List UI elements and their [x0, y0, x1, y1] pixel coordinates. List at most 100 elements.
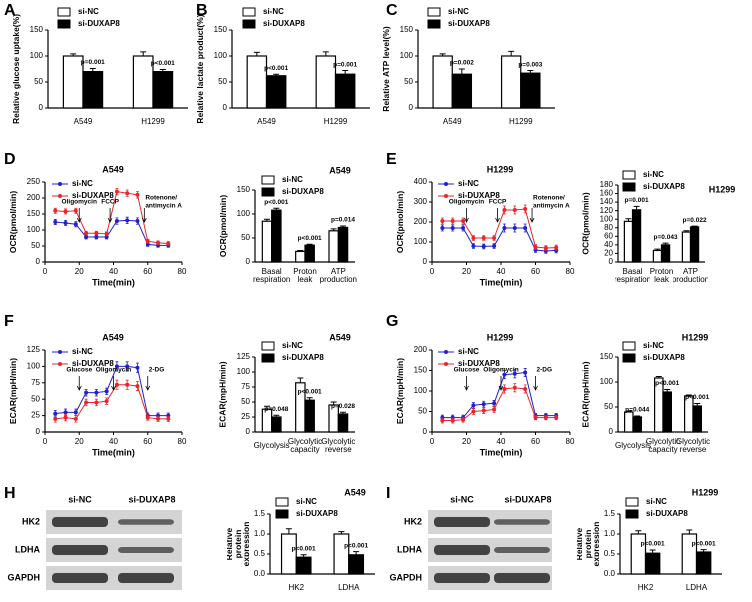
bar [337, 226, 349, 263]
annotation-arrow [111, 376, 116, 391]
x-tick-label: 40 [497, 267, 506, 276]
y-axis-label: OCR(pmol/min) [217, 194, 228, 258]
p-value: p<0.001 [292, 546, 316, 553]
error-bar [625, 218, 632, 222]
point [512, 385, 517, 390]
y-axis-label-box: ECAR(mpH/min) [581, 361, 591, 427]
error-bar [89, 67, 96, 72]
bar [333, 533, 350, 575]
point [450, 415, 455, 420]
y-axis-label: Relative lactate product(%) [194, 14, 205, 124]
row-label: HK2 [404, 516, 422, 526]
row-label: HK2 [22, 516, 40, 526]
blot-band [118, 547, 174, 553]
x-tick-label-box: Glycolytic reverse [676, 437, 710, 454]
x-tick-label: 20 [462, 437, 471, 446]
y-axis-label: ECAR(mpH/min) [394, 357, 405, 425]
annotation-arrow [145, 376, 151, 391]
annotation: Rotenone/ [533, 195, 565, 202]
y-axis-label-box: Relative lactate product(%) [194, 14, 205, 124]
x-tick-label: LDHA [685, 582, 708, 592]
chart-title: H1299 [487, 332, 514, 342]
y-tick-label: 180 [600, 180, 614, 189]
x-tick-label-box: H1299 [141, 116, 165, 126]
point [440, 226, 445, 230]
point [125, 364, 130, 369]
blot-band [52, 517, 108, 527]
y-tick-label: 1.5 [604, 509, 616, 518]
y-tick-label: 0 [246, 427, 251, 436]
bar [265, 75, 287, 109]
y-axis-label: OCR(pmol/min) [580, 192, 591, 255]
x-tick-label: Basal respiration [252, 266, 291, 284]
annotation-arrow [464, 208, 469, 223]
x-tick-label: H1299 [141, 116, 165, 126]
x-tick-label-box: Glycolytic capacity [646, 437, 680, 454]
point [543, 415, 548, 420]
p-value: p<0.001 [641, 541, 665, 548]
y-tick-label: 80 [604, 223, 613, 232]
point [523, 207, 528, 211]
point [156, 240, 161, 245]
y-tick-label: 100 [237, 209, 251, 218]
legend-marker [444, 194, 448, 198]
blot-band [434, 545, 490, 555]
y-axis-label: OCR(pmol/min) [7, 190, 18, 254]
legend-label: si-NC [458, 347, 479, 356]
point [104, 389, 109, 394]
y-axis-label-box: Relative protein expression [227, 522, 249, 567]
x-tick-label: 80 [566, 267, 575, 276]
error-bar [306, 243, 313, 246]
x-tick-label: 80 [566, 437, 575, 446]
x-tick-label: Glycolytic reverse [321, 436, 356, 454]
point [481, 408, 486, 413]
y-tick-label: 150 [237, 185, 251, 194]
x-tick-label: Glycolytic capacity [287, 436, 323, 454]
bar [334, 73, 356, 109]
legend-marker [58, 362, 62, 366]
y-tick-label: 50 [418, 407, 427, 416]
y-axis-label-box: Relative ATP level(%) [381, 26, 391, 111]
point [492, 407, 497, 412]
annotation-arrow [529, 208, 535, 223]
error-bar [300, 554, 307, 558]
point [481, 244, 486, 249]
point [471, 403, 476, 408]
error-bar [664, 389, 671, 392]
y-tick-label: 100 [30, 51, 44, 60]
blot-band [118, 573, 174, 583]
y-tick-label: 0 [39, 103, 44, 112]
legend-label: si-NC [643, 341, 664, 350]
lane-label: si-NC [68, 494, 92, 504]
bar [348, 554, 365, 575]
blot-band [494, 573, 550, 583]
error-bar [273, 414, 280, 417]
annotation-arrow [141, 208, 147, 223]
x-tick-label: Glycolysis [615, 440, 651, 450]
legend-swatch [625, 509, 639, 519]
legend-label: si-NC [448, 7, 469, 16]
point [73, 222, 78, 227]
x-tick-label-box: Proton leak [650, 267, 674, 284]
y-axis-label-box: ECAR(mpH/min) [8, 358, 18, 424]
legend-marker [444, 182, 448, 186]
point [523, 370, 528, 375]
x-tick-label: 0 [430, 437, 435, 446]
legend-label: si-DUXAP8 [646, 509, 688, 518]
annotation-arrow [76, 208, 82, 223]
y-tick-label: 150 [414, 366, 428, 375]
legend-swatch [427, 7, 441, 17]
x-tick-label-box: Glycolysis [254, 441, 290, 449]
x-tick-label: 60 [531, 437, 540, 446]
p-value: p=0.028 [331, 403, 355, 410]
error-bar [655, 376, 662, 378]
annotation: antimycin A [533, 203, 570, 210]
error-bar [662, 242, 669, 245]
point [471, 409, 476, 414]
legend-label: si-DUXAP8 [458, 191, 500, 200]
bar [271, 416, 282, 433]
point [512, 208, 517, 212]
x-tick-label: 60 [531, 267, 540, 276]
legend-swatch [57, 19, 71, 29]
p-value: p<0.001 [264, 65, 288, 72]
